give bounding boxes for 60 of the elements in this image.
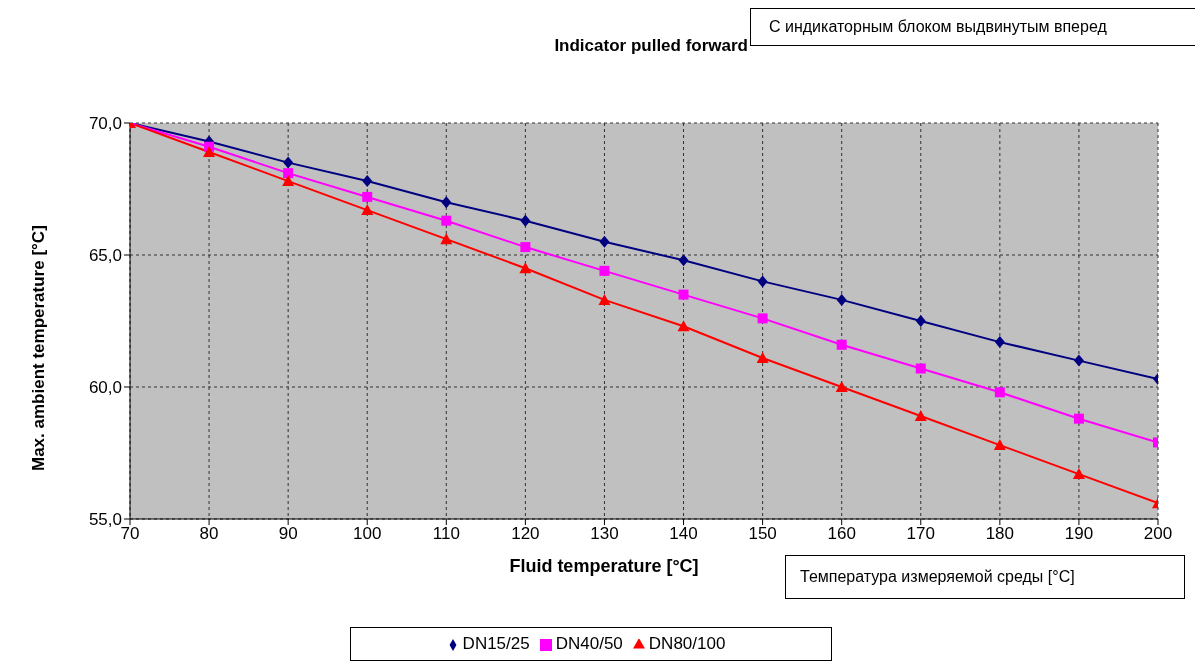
point — [835, 381, 848, 392]
point — [915, 363, 926, 374]
point — [836, 293, 847, 306]
point — [361, 204, 374, 216]
point — [993, 439, 1006, 451]
point — [520, 214, 531, 227]
x-tick-label: 170 — [906, 524, 935, 544]
point — [1073, 354, 1084, 367]
point — [678, 254, 689, 267]
point — [1073, 413, 1084, 424]
point — [283, 156, 294, 169]
x-tick-label: 130 — [590, 524, 619, 544]
point — [519, 262, 532, 274]
x-tick-label: 100 — [353, 524, 382, 544]
x-tick-label: 150 — [748, 524, 777, 544]
legend-label: DN80/100 — [648, 634, 726, 653]
point — [440, 233, 453, 245]
point — [677, 320, 690, 332]
legend-label: DN15/25 — [462, 634, 530, 653]
x-tick-label: 120 — [511, 524, 540, 544]
point — [915, 315, 926, 327]
x-axis-title: Fluid temperature [°C] — [509, 555, 699, 576]
x-tick-label: 80 — [199, 524, 219, 544]
legend-label: DN40/50 — [555, 634, 623, 653]
point — [757, 275, 768, 288]
point — [756, 351, 769, 363]
x-tick-label: 190 — [1064, 524, 1094, 544]
text: Температура измеряемой среды [°C] — [785, 555, 1185, 599]
point — [203, 146, 216, 158]
point — [520, 242, 531, 253]
point — [599, 265, 610, 276]
y-tick-label: 55,0 — [88, 510, 122, 530]
point — [836, 339, 847, 350]
x-tick-label: 140 — [669, 524, 698, 544]
point — [283, 168, 294, 179]
x-tick-label: 70 — [120, 524, 140, 544]
y-tick-label: 60,0 — [88, 378, 122, 398]
y-tick-label: 65,0 — [88, 246, 122, 266]
x-tick-label: 110 — [432, 524, 460, 544]
point — [994, 387, 1005, 398]
point — [599, 235, 610, 248]
point — [362, 191, 373, 202]
y-axis-title: Max. ambient temperature [°C] — [29, 225, 49, 471]
x-tick-label: 180 — [985, 524, 1015, 544]
chart-title: Indicator pulled forward — [553, 36, 748, 56]
point — [994, 336, 1005, 349]
x-tick-label: 160 — [827, 524, 856, 544]
point — [678, 289, 689, 300]
x-tick-label: 200 — [1143, 524, 1173, 544]
point — [441, 215, 452, 226]
point — [1072, 468, 1085, 480]
point — [282, 175, 295, 187]
point — [441, 196, 452, 209]
point — [757, 313, 768, 324]
x-tick-label: 90 — [278, 524, 298, 544]
point — [362, 175, 373, 188]
text: С индикаторным блоком выдвинутым вперед — [750, 8, 1195, 46]
point — [914, 410, 927, 422]
y-tick-label: 70,0 — [88, 114, 122, 134]
point — [598, 293, 611, 305]
